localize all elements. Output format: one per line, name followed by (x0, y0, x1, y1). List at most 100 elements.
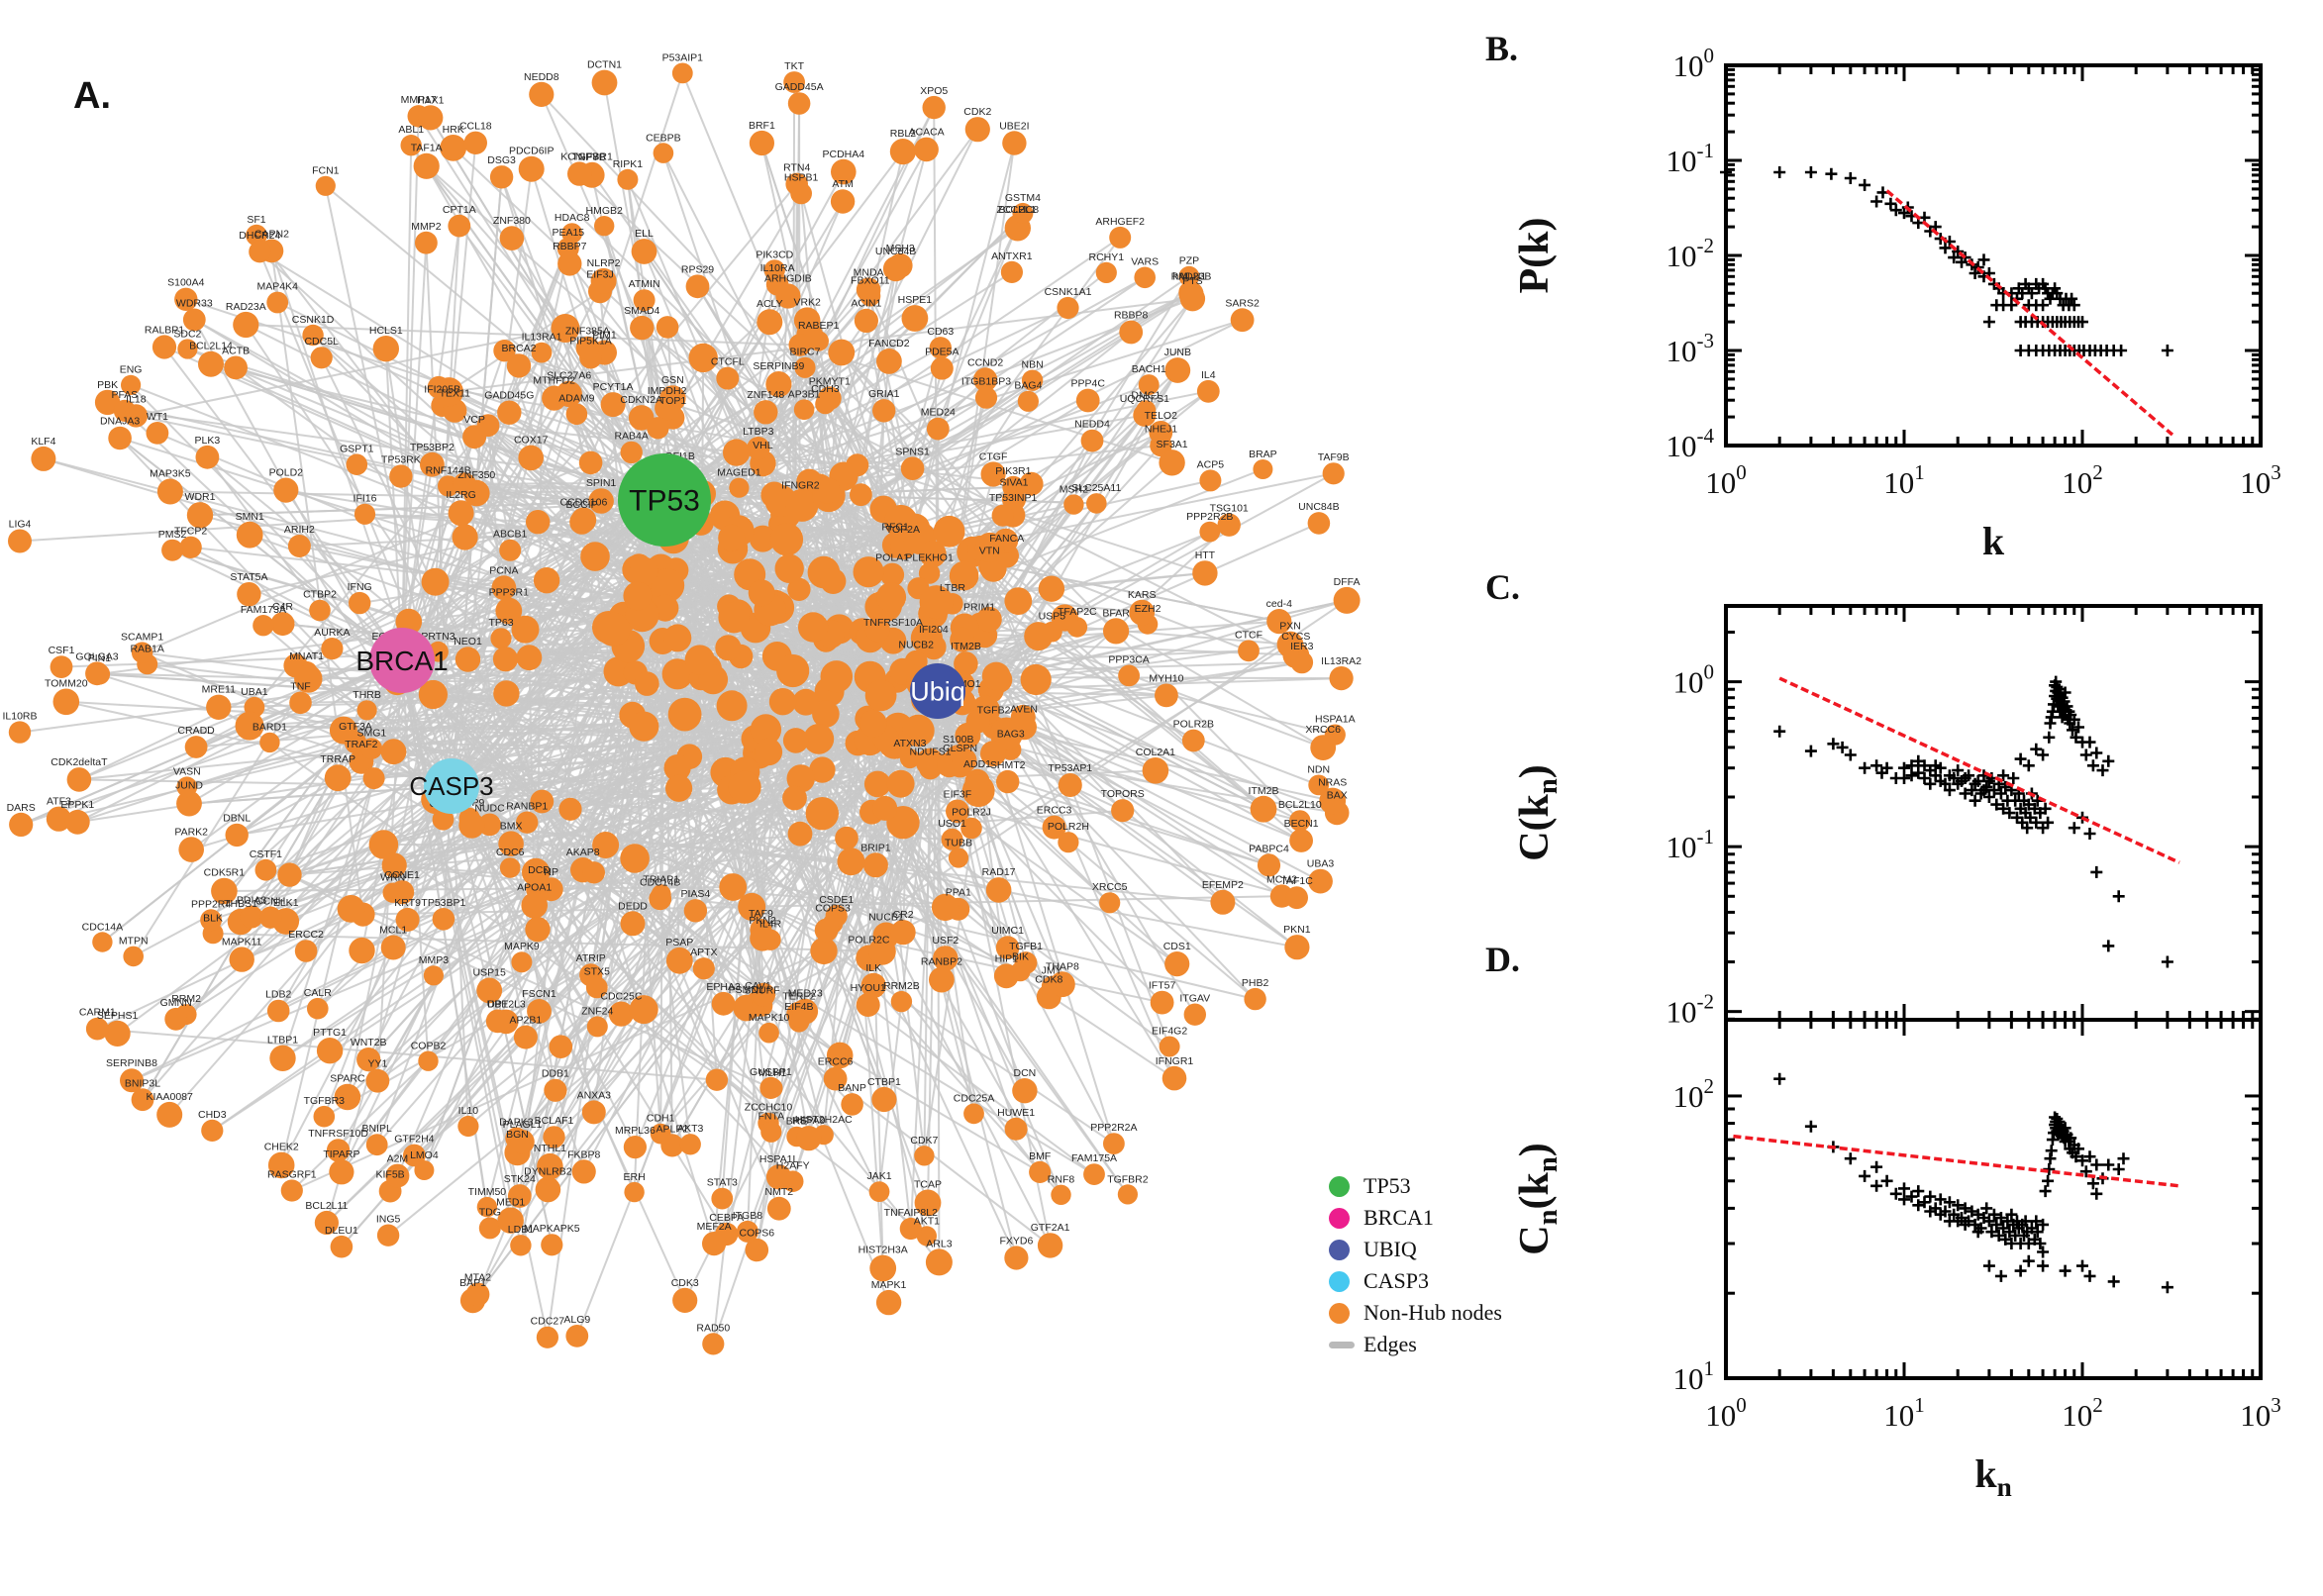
gene-label: THRB (353, 689, 381, 701)
network-edge (142, 651, 453, 787)
gene-label: S100B (943, 734, 974, 746)
network-edge (235, 366, 665, 501)
network-node (418, 679, 448, 710)
gene-label: CEBPB (646, 132, 681, 144)
network-node (926, 417, 950, 441)
network-node (448, 500, 474, 527)
gene-label: GTF2H4 (394, 1134, 434, 1146)
network-node (273, 477, 299, 503)
gene-label: RFC1 (881, 521, 909, 533)
network-node (182, 308, 206, 332)
y-axis-title: Cn​(kn​) (1512, 1143, 1564, 1254)
network-node (541, 1234, 563, 1256)
network-node (246, 224, 267, 247)
network-node (156, 478, 183, 505)
gene-label: DARS (7, 802, 36, 814)
tick-label: 10-1 (1666, 139, 1715, 178)
gene-label: PKN2 (749, 915, 776, 927)
gene-label: WDR33 (176, 298, 213, 310)
network-node (914, 1146, 935, 1166)
network-node (620, 441, 643, 464)
tick-label: 100 (1673, 660, 1715, 700)
network-node (476, 977, 503, 1004)
gene-label: RAB1A (130, 643, 163, 654)
network-node (85, 1017, 109, 1041)
network-node (711, 1187, 734, 1210)
network-node (929, 966, 955, 993)
network-node (310, 347, 333, 369)
network-node (876, 349, 902, 374)
network-edge (262, 624, 453, 787)
gene-label: ANTXR1 (991, 250, 1033, 262)
network-node (152, 335, 177, 359)
network-node (1230, 308, 1255, 333)
network-node (660, 1134, 684, 1157)
gene-label: HUWE1 (997, 1107, 1035, 1119)
network-edge (663, 200, 844, 501)
gene-label: PPP2R4 (191, 898, 231, 910)
network-node (763, 259, 785, 281)
gene-label: TOP1 (659, 395, 686, 407)
network-node (1319, 787, 1347, 815)
legend-color-dot (1329, 1175, 1350, 1197)
gene-label: CDK2deltaT (50, 756, 108, 768)
network-node (663, 754, 691, 782)
network-node (565, 1325, 589, 1347)
network-node (156, 1101, 183, 1128)
network-node (1159, 449, 1185, 476)
gene-label: STAT5A (230, 571, 267, 583)
network-node (498, 831, 524, 856)
network-node (309, 599, 331, 622)
network-node (108, 426, 132, 450)
network-node (452, 524, 478, 550)
network-node (131, 1088, 154, 1112)
gene-label: DDB1 (542, 1068, 569, 1080)
gene-label: STAT3 (707, 1177, 738, 1189)
network-node (769, 523, 804, 556)
network-node (176, 776, 198, 798)
network-node (933, 515, 965, 548)
hub-layer: TP53 BRCA1 Ubiq CASP3 (355, 453, 965, 814)
gene-label: CTCF (1235, 629, 1262, 641)
tick-label: 10-2 (1666, 234, 1715, 273)
network-node (249, 241, 271, 263)
gene-label: MMP2 (411, 221, 441, 233)
network-node (252, 615, 274, 637)
gene-label: ATM (832, 178, 853, 190)
network-node (738, 892, 766, 921)
gene-label: SF1 (247, 214, 265, 226)
gene-label: TCAP (914, 1179, 942, 1191)
network-node (527, 999, 552, 1024)
network-node (349, 937, 375, 964)
gene-label: ABCB1 (493, 529, 528, 541)
gene-label: TGFB2 (977, 705, 1011, 717)
network-node (567, 161, 592, 186)
network-node (1050, 971, 1075, 998)
plot-frame (1724, 604, 2263, 1022)
network-node (810, 937, 838, 965)
network-edge (505, 657, 796, 742)
gene-label: BCCIP (566, 499, 598, 511)
gene-label: IL10 (458, 1105, 479, 1117)
gene-label: EPHA3 (706, 981, 741, 993)
network-node (499, 226, 525, 250)
gene-label: PCDHA4 (822, 149, 864, 160)
network-node (403, 1144, 426, 1167)
gene-label: ELL (635, 228, 654, 240)
network-node (497, 400, 522, 425)
network-node (1257, 853, 1281, 877)
gene-label: APLP2 (656, 1123, 689, 1135)
gene-label: RANBP2 (921, 956, 962, 968)
network-node (362, 767, 385, 790)
network-node (631, 239, 657, 264)
network-node (1150, 990, 1174, 1015)
network-edge (451, 72, 684, 787)
network-node (580, 542, 610, 571)
network-node (506, 353, 532, 378)
network-node (1063, 494, 1084, 515)
gene-label: MSH3 (886, 243, 915, 254)
fit-line (1885, 189, 2174, 437)
gene-label: HIP1 (995, 952, 1019, 964)
network-node (948, 848, 969, 868)
